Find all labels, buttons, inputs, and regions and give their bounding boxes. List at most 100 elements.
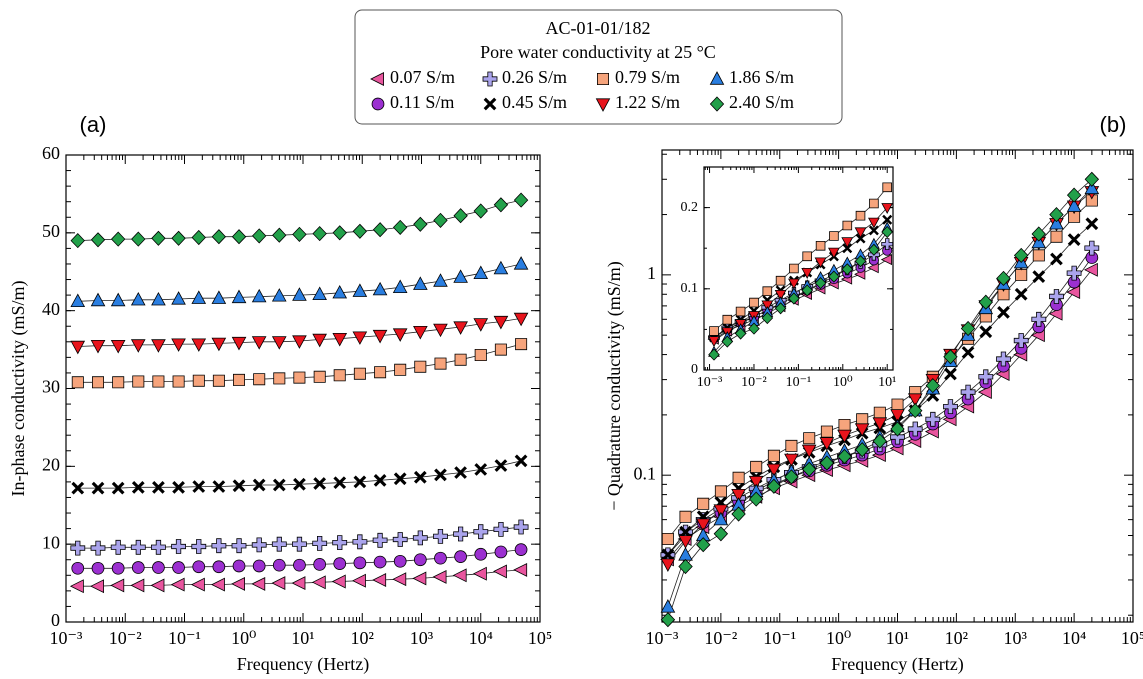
- marker: [211, 229, 227, 245]
- marker: [661, 533, 674, 545]
- marker: [1049, 207, 1064, 223]
- marker: [960, 320, 976, 337]
- marker: [1084, 180, 1100, 195]
- marker: [679, 510, 692, 523]
- marker: [1013, 247, 1029, 263]
- marker: [412, 530, 428, 546]
- marker: [150, 578, 165, 593]
- marker: [869, 198, 879, 209]
- marker: [474, 349, 487, 361]
- marker: [152, 480, 165, 494]
- marker: [70, 540, 86, 556]
- marker: [713, 504, 729, 518]
- x-tick-label: 10⁰: [231, 628, 256, 648]
- marker: [70, 340, 86, 355]
- x-tick-label: 10¹: [886, 628, 909, 648]
- marker: [708, 348, 720, 361]
- marker: [332, 333, 348, 347]
- marker: [392, 532, 408, 547]
- marker: [170, 577, 185, 592]
- marker: [251, 228, 267, 244]
- marker: [414, 360, 427, 373]
- marker: [433, 529, 448, 544]
- marker: [996, 351, 1011, 367]
- marker: [766, 478, 782, 494]
- marker: [413, 216, 428, 232]
- marker: [110, 539, 126, 555]
- x-tick-label: 10⁴: [469, 628, 493, 648]
- marker: [474, 463, 488, 476]
- legend-label: 2.40 S/m: [729, 92, 794, 112]
- marker: [353, 475, 367, 489]
- marker: [678, 558, 693, 575]
- marker: [332, 284, 348, 299]
- marker: [881, 238, 894, 250]
- marker: [1066, 285, 1081, 300]
- marker: [1014, 287, 1028, 301]
- marker: [413, 470, 427, 484]
- marker: [433, 212, 448, 228]
- panel-label: (a): [80, 112, 107, 137]
- marker: [1049, 289, 1064, 304]
- marker: [880, 253, 892, 266]
- marker: [748, 475, 764, 490]
- marker: [762, 286, 773, 296]
- marker: [191, 338, 207, 352]
- marker: [513, 562, 528, 577]
- marker: [211, 577, 225, 592]
- marker: [171, 539, 186, 554]
- marker: [172, 375, 185, 388]
- marker: [69, 579, 84, 594]
- marker: [332, 225, 347, 241]
- marker: [854, 423, 870, 437]
- marker: [172, 480, 185, 494]
- marker: [352, 534, 368, 550]
- marker: [494, 343, 507, 356]
- y-tick-label: 0: [51, 610, 60, 630]
- marker: [1031, 226, 1046, 242]
- marker: [413, 276, 428, 290]
- legend-label: 0.26 S/m: [502, 67, 567, 87]
- marker: [353, 367, 366, 380]
- marker: [979, 325, 993, 339]
- x-tick-label: 10²: [351, 628, 374, 648]
- marker: [713, 511, 729, 526]
- marker: [432, 569, 447, 584]
- marker: [803, 432, 816, 445]
- marker: [1014, 341, 1028, 355]
- marker: [412, 571, 427, 586]
- marker: [70, 233, 85, 249]
- marker: [873, 406, 886, 419]
- marker: [373, 473, 387, 487]
- marker: [190, 577, 205, 592]
- marker: [1032, 249, 1045, 262]
- marker: [110, 578, 125, 593]
- marker: [841, 237, 854, 249]
- marker: [271, 576, 286, 591]
- marker: [709, 326, 719, 336]
- marker: [788, 278, 800, 290]
- marker: [1084, 240, 1100, 256]
- marker: [91, 481, 105, 495]
- marker: [453, 321, 468, 335]
- marker: [372, 532, 388, 548]
- marker: [731, 489, 746, 503]
- x-tick-label: 10⁻²: [109, 628, 142, 648]
- marker: [722, 314, 733, 325]
- marker: [819, 437, 835, 451]
- y-tick-label: 60: [42, 143, 60, 163]
- marker: [513, 192, 529, 208]
- marker: [392, 279, 408, 293]
- marker: [1032, 270, 1046, 283]
- y-tick-label: 40: [42, 299, 60, 319]
- marker: [473, 203, 488, 219]
- marker: [91, 561, 105, 575]
- marker: [71, 561, 85, 575]
- marker: [907, 421, 923, 437]
- marker: [271, 288, 287, 302]
- marker: [774, 290, 787, 301]
- marker: [90, 292, 106, 307]
- marker: [251, 288, 267, 303]
- marker: [829, 231, 839, 241]
- marker: [191, 229, 206, 246]
